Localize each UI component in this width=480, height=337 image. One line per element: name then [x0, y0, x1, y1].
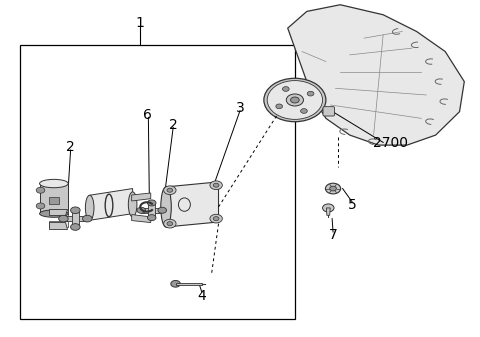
- Circle shape: [286, 94, 303, 106]
- Text: 2700: 2700: [373, 136, 408, 150]
- Circle shape: [83, 215, 92, 222]
- Circle shape: [213, 183, 219, 187]
- Text: 2: 2: [169, 118, 178, 132]
- Circle shape: [325, 183, 341, 194]
- FancyBboxPatch shape: [323, 107, 335, 116]
- Circle shape: [147, 215, 156, 221]
- Text: 3: 3: [236, 101, 244, 115]
- Circle shape: [167, 222, 173, 226]
- Circle shape: [71, 224, 80, 230]
- Ellipse shape: [161, 187, 171, 227]
- Ellipse shape: [179, 198, 191, 211]
- Circle shape: [300, 109, 307, 113]
- Circle shape: [264, 78, 326, 122]
- Circle shape: [158, 207, 167, 213]
- Polygon shape: [288, 5, 464, 145]
- Circle shape: [71, 207, 80, 214]
- Circle shape: [164, 186, 176, 194]
- Circle shape: [213, 217, 219, 221]
- Circle shape: [210, 181, 222, 189]
- Bar: [63, 216, 87, 221]
- Bar: [21, 45, 295, 319]
- Polygon shape: [49, 221, 68, 227]
- Text: 2: 2: [66, 140, 75, 154]
- Bar: [72, 210, 79, 227]
- Polygon shape: [39, 184, 68, 214]
- Circle shape: [282, 87, 289, 91]
- Circle shape: [171, 280, 180, 287]
- Circle shape: [164, 219, 176, 228]
- Polygon shape: [166, 182, 218, 227]
- Polygon shape: [49, 197, 59, 204]
- Circle shape: [147, 200, 156, 206]
- Ellipse shape: [39, 179, 68, 188]
- Circle shape: [36, 187, 45, 193]
- Circle shape: [210, 214, 222, 223]
- Polygon shape: [49, 210, 68, 216]
- Circle shape: [330, 186, 336, 191]
- Text: 5: 5: [348, 198, 357, 212]
- Text: 7: 7: [329, 228, 337, 242]
- Text: 1: 1: [135, 16, 144, 30]
- Circle shape: [267, 81, 323, 119]
- Polygon shape: [176, 283, 202, 285]
- Ellipse shape: [39, 210, 68, 217]
- Circle shape: [276, 104, 283, 109]
- Circle shape: [167, 188, 173, 192]
- Polygon shape: [132, 215, 151, 222]
- Polygon shape: [49, 222, 67, 229]
- Text: 6: 6: [143, 108, 151, 122]
- Circle shape: [307, 91, 314, 96]
- Text: 4: 4: [197, 288, 206, 303]
- Circle shape: [323, 204, 334, 212]
- Ellipse shape: [85, 195, 94, 220]
- Circle shape: [137, 207, 145, 213]
- Polygon shape: [49, 209, 67, 215]
- Polygon shape: [90, 189, 132, 220]
- Bar: [148, 203, 155, 218]
- Bar: [141, 208, 162, 213]
- Circle shape: [36, 203, 45, 209]
- Ellipse shape: [128, 192, 137, 217]
- Polygon shape: [132, 193, 151, 201]
- Polygon shape: [290, 93, 309, 107]
- Polygon shape: [326, 208, 330, 215]
- Circle shape: [59, 215, 68, 222]
- Circle shape: [290, 97, 299, 103]
